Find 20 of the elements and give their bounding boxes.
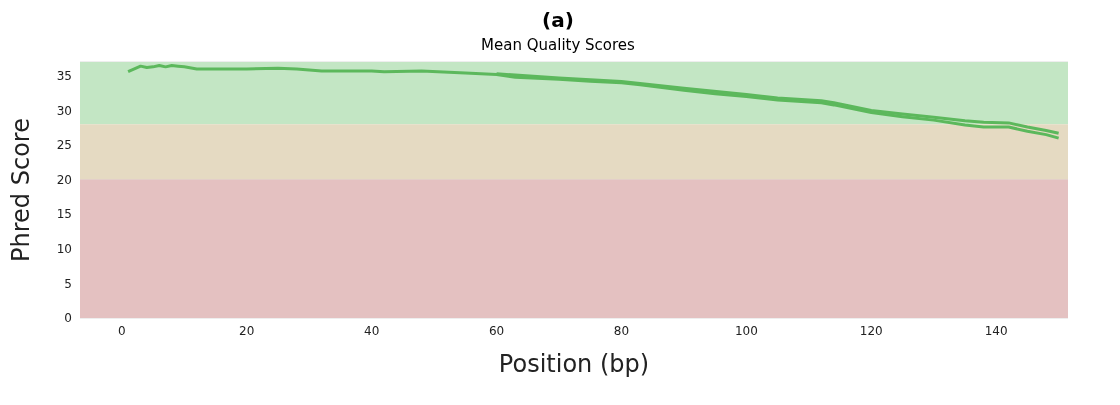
text: (a) — [541, 8, 575, 34]
x-axis-title: Position (bp) — [498, 350, 650, 378]
x-tick-label: 100 — [734, 323, 758, 338]
x-tick-label: 20 — [239, 323, 255, 338]
y-tick-label: 25 — [56, 138, 72, 153]
y-tick-label: 20 — [56, 172, 72, 187]
x-tick-label: 40 — [364, 323, 380, 338]
y-tick-label: 30 — [56, 103, 72, 118]
y-tick-label: 15 — [56, 207, 72, 222]
y-tick-label: 5 — [64, 276, 72, 291]
y-tick-label: 10 — [56, 242, 72, 257]
x-tick-label: 80 — [613, 323, 630, 338]
x-tick-label: 0 — [118, 323, 126, 338]
y-tick-label: 0 — [64, 311, 72, 326]
y-axis-title: Phred Score — [6, 118, 35, 262]
chart-title: Mean Quality Scores — [480, 36, 636, 56]
x-tick-label: 140 — [984, 323, 1008, 338]
y-tick-label: 35 — [56, 69, 72, 84]
x-tick-label: 60 — [488, 323, 505, 338]
x-tick-label: 120 — [859, 323, 883, 338]
